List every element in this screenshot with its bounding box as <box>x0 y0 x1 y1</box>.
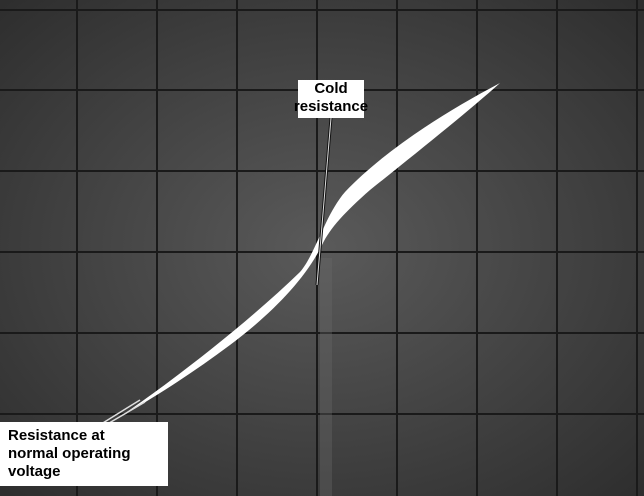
leader-line <box>316 117 332 286</box>
annotation: normal operating <box>8 445 131 462</box>
label-box <box>298 80 364 118</box>
trace-glow <box>320 258 332 496</box>
annotation: voltage <box>8 463 61 480</box>
leader-line <box>97 399 141 427</box>
annotation: Cold <box>314 80 347 97</box>
label-box <box>0 422 168 486</box>
annotation: resistance <box>294 98 368 115</box>
annotation: Resistance at <box>8 427 105 444</box>
